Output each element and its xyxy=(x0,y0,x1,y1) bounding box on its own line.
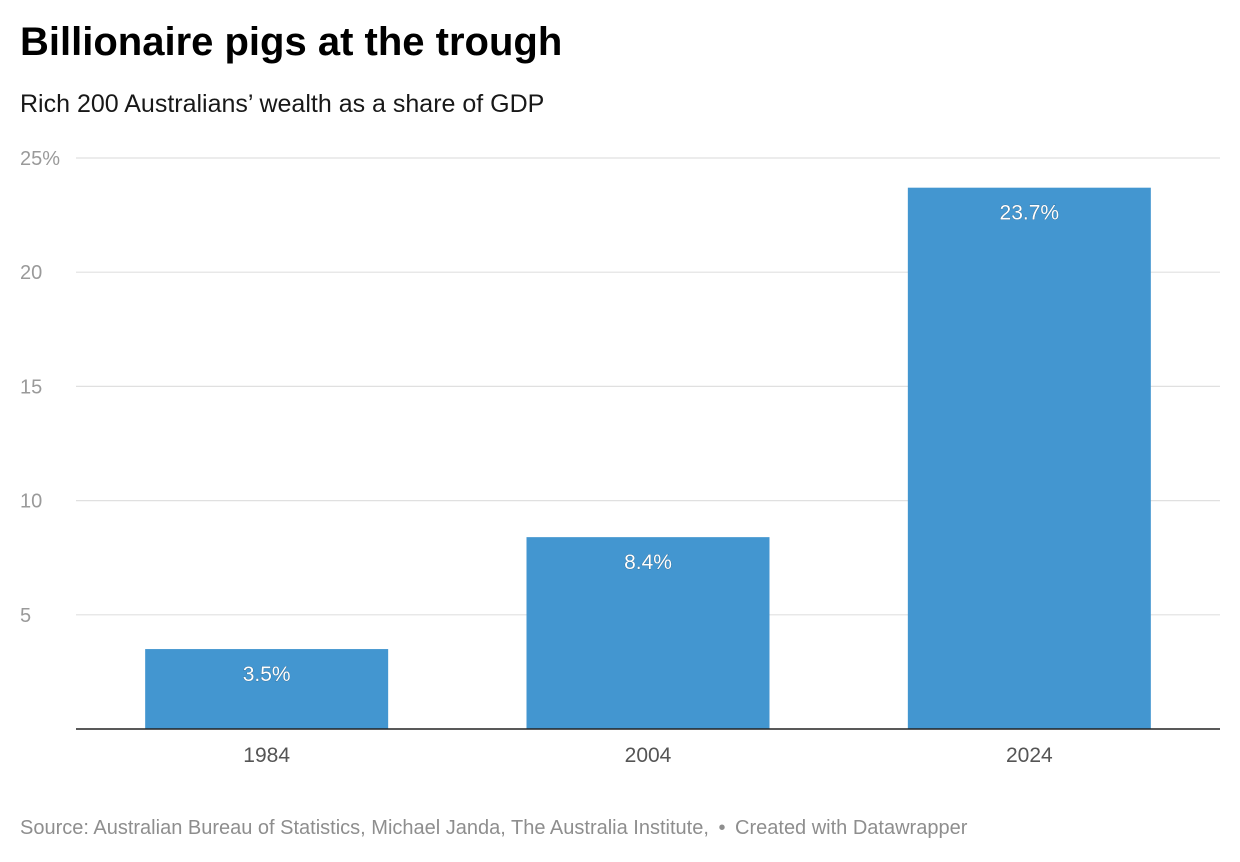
value-label: 8.4% xyxy=(624,551,672,574)
bar-chart: 5 10 15 20 25% 3.5% 8.4% 23.7% 1984 2004 2024 xyxy=(20,148,1220,767)
y-tick-label: 10 xyxy=(20,491,42,513)
bar-2004 xyxy=(526,537,770,729)
bars xyxy=(145,187,1151,729)
x-axis-ticks: 1984 2004 2024 xyxy=(243,744,1053,767)
value-label: 23.7% xyxy=(1000,202,1060,225)
x-tick-label: 2024 xyxy=(1006,744,1053,767)
footer-separator: • xyxy=(718,817,726,839)
credit-note: Created with Datawrapper xyxy=(735,817,968,839)
bar-1984 xyxy=(145,649,389,729)
y-tick-label: 25% xyxy=(20,148,60,170)
x-tick-label: 2004 xyxy=(625,744,672,767)
value-labels: 3.5% 8.4% 23.7% xyxy=(242,201,1060,686)
y-axis-ticks: 5 10 15 20 25% xyxy=(20,148,60,627)
source-note: Source: Australian Bureau of Statistics,… xyxy=(20,817,709,839)
bar-2024 xyxy=(907,187,1151,729)
value-label: 3.5% xyxy=(243,663,291,686)
footer: Source: Australian Bureau of Statistics,… xyxy=(20,817,967,840)
y-tick-label: 15 xyxy=(20,376,42,398)
x-tick-label: 1984 xyxy=(243,744,290,767)
y-tick-label: 20 xyxy=(20,262,42,284)
chart-subtitle: Rich 200 Australians’ wealth as a share … xyxy=(20,90,545,118)
y-tick-label: 5 xyxy=(20,605,31,627)
chart-title: Billionaire pigs at the trough xyxy=(20,20,563,64)
